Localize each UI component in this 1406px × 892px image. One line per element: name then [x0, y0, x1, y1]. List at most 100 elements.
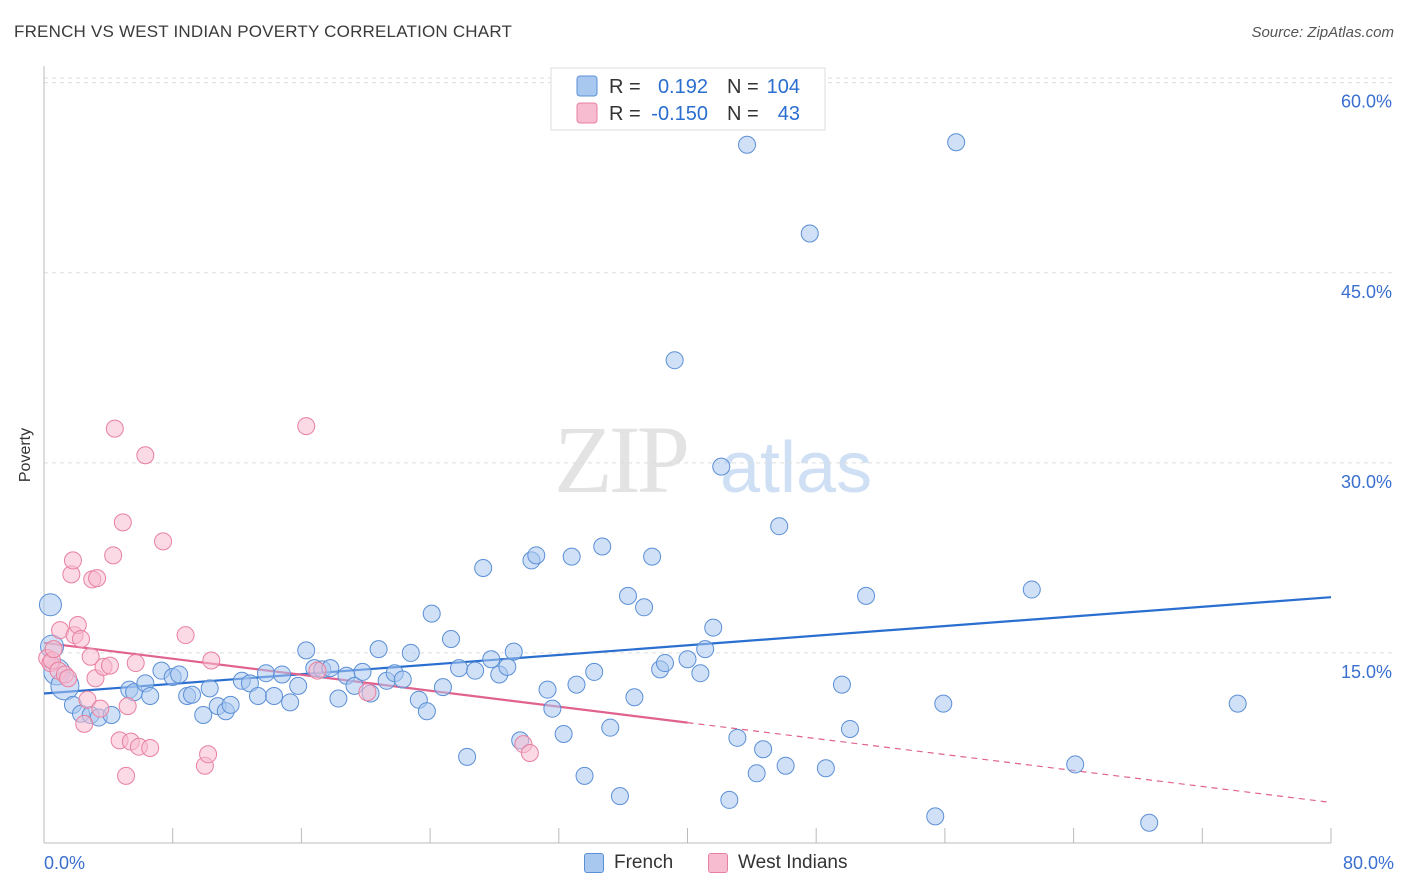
bottom-legend-west-indians-label: West Indians [738, 852, 848, 873]
legend-r-label-west-indians: R = [609, 103, 641, 125]
y-tick-label-2: 45.0% [1341, 282, 1392, 302]
french-point-63 [554, 725, 573, 744]
french-point-78 [678, 650, 697, 669]
west-indians-point-21 [100, 656, 119, 675]
west-indians-point-13 [75, 714, 94, 733]
y-tick-label-0: 15.0% [1341, 662, 1392, 682]
french-point-51 [458, 747, 477, 766]
french-point-47 [422, 604, 441, 623]
french-point-98 [1022, 580, 1041, 599]
west-indians-point-27 [118, 697, 137, 716]
west-indians-point-40 [520, 744, 539, 763]
french-point-17 [183, 685, 202, 704]
west-indians-point-34 [176, 626, 195, 645]
french-point-53 [474, 559, 493, 578]
french-point-100 [1140, 813, 1159, 832]
french-point-62 [543, 699, 562, 718]
french-point-22 [221, 695, 240, 714]
french-point-18 [194, 706, 213, 725]
french-point-72 [625, 688, 644, 707]
french-point-46 [417, 702, 436, 721]
french-point-66 [575, 766, 594, 785]
west-indians-swatch [708, 853, 728, 873]
west-indians-point-38 [297, 417, 316, 436]
west-indians-trend-line [43, 641, 688, 724]
west-indians-point-42 [358, 683, 377, 702]
west-indians-point-15 [81, 647, 100, 666]
stats-legend: R = 0.192 N = 104 R = -0.150 N = 43 [550, 67, 826, 131]
french-point-38 [353, 662, 372, 681]
french-point-27 [265, 687, 284, 706]
french-point-74 [643, 547, 662, 566]
french-point-79 [691, 664, 710, 683]
french-point-80 [696, 640, 715, 659]
west-indians-point-22 [104, 546, 123, 565]
french-point-15 [170, 665, 189, 684]
west-indians-point-37 [202, 651, 221, 670]
west-indians-point-33 [154, 532, 173, 551]
french-point-61 [538, 680, 557, 699]
french-point-67 [585, 662, 604, 681]
french-point-28 [273, 665, 292, 684]
data-points [38, 133, 1247, 832]
french-point-83 [720, 790, 739, 809]
french-point-101 [1228, 694, 1247, 713]
french-point-54 [482, 650, 501, 669]
west-indians-point-7 [59, 669, 78, 688]
french-point-84 [728, 728, 747, 747]
legend-r-value-west-indians: -0.150 [651, 103, 708, 125]
legend-n-value-west-indians: 43 [778, 103, 800, 125]
west-indians-point-14 [78, 690, 97, 709]
french-point-48 [433, 678, 452, 697]
chart-source: Source: ZipAtlas.com [1251, 24, 1394, 41]
french-point-90 [800, 224, 819, 243]
french-point-82 [712, 457, 731, 476]
west-indians-point-3 [44, 640, 63, 659]
west-indians-point-41 [308, 661, 327, 680]
svg-text:atlas: atlas [720, 428, 872, 508]
bottom-legend-french: French [584, 852, 673, 874]
gridlines [44, 77, 1392, 654]
legend-n-label-french: N = [727, 76, 759, 98]
french-point-44 [401, 643, 420, 662]
west-indians-point-19 [91, 699, 110, 718]
bottom-legend-west-indians: West Indians [708, 852, 847, 874]
y-tick-label-1: 30.0% [1341, 472, 1392, 492]
french-point-70 [610, 787, 629, 806]
french-point-49 [442, 629, 461, 648]
legend-n-label-west-indians: N = [727, 103, 759, 125]
french-point-12 [141, 687, 160, 706]
french-point-0 [38, 593, 62, 617]
chart-title: FRENCH VS WEST INDIAN POVERTY CORRELATIO… [14, 22, 513, 41]
french-point-99 [1066, 755, 1085, 774]
legend-swatch-french [576, 75, 598, 97]
french-point-77 [665, 351, 684, 370]
west-indians-point-12 [72, 629, 91, 648]
french-point-52 [466, 661, 485, 680]
west-indians-point-29 [126, 654, 145, 673]
west-indians-point-23 [105, 419, 124, 438]
legend-r-value-french: 0.192 [658, 76, 708, 98]
french-point-93 [840, 719, 859, 738]
french-point-19 [200, 679, 219, 698]
french-point-91 [816, 759, 835, 778]
french-point-92 [832, 675, 851, 694]
french-point-89 [776, 756, 795, 775]
french-point-85 [738, 135, 757, 154]
french-point-96 [934, 694, 953, 713]
west-indians-trend-line-extension [687, 722, 1332, 804]
west-indians-point-18 [88, 569, 107, 588]
french-point-87 [754, 740, 773, 759]
french-point-25 [248, 687, 267, 706]
west-indians-point-31 [136, 446, 155, 465]
west-indians-point-26 [117, 766, 136, 785]
french-point-35 [329, 689, 348, 708]
y-tick-label-3: 60.0% [1341, 92, 1392, 112]
legend-swatch-west-indians [576, 102, 598, 124]
west-indians-point-25 [113, 513, 132, 532]
french-point-43 [393, 670, 412, 689]
bottom-legend-french-label: French [614, 852, 674, 873]
french-point-68 [593, 537, 612, 556]
french-point-50 [450, 659, 469, 678]
